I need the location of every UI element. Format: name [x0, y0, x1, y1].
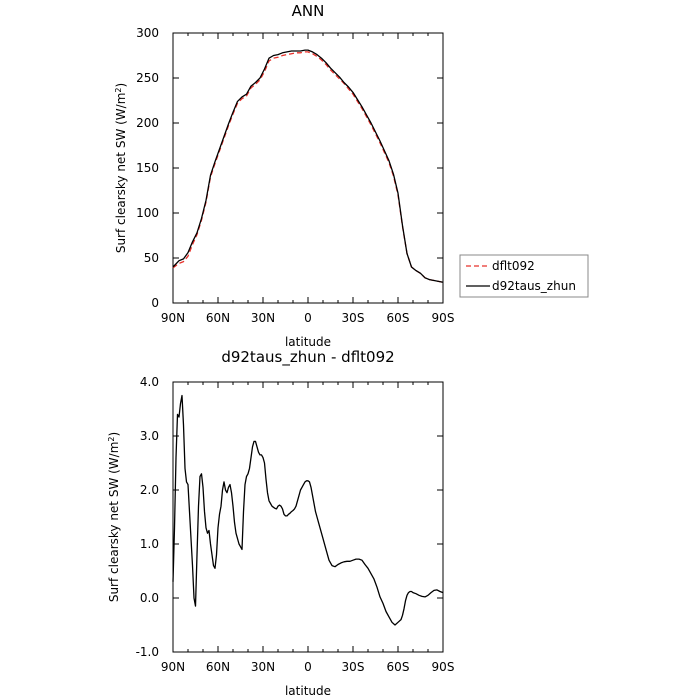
legend-label-dflt092: dflt092	[492, 259, 535, 273]
bottom-plot-frame	[172, 381, 444, 653]
bottom-x-tick-label: 30N	[251, 660, 275, 674]
bottom-x-tick-label: 30S	[342, 660, 365, 674]
top-y-tick-label: 300	[136, 26, 159, 40]
bottom-chart-title: d92taus_zhun - dflt092	[221, 348, 394, 367]
top-x-tick-label: 90N	[161, 311, 185, 325]
bottom-y-tick-label: 1.0	[140, 537, 159, 551]
top-x-tick-label: 60S	[387, 311, 410, 325]
bottom-y-axis-label: Surf clearsky net SW (W/m2)	[107, 432, 122, 602]
bottom-y-tick-label: 4.0	[140, 375, 159, 389]
top-y-tick-label: 0	[151, 296, 159, 310]
top-y-axis-label: Surf clearsky net SW (W/m2)	[114, 83, 129, 253]
top-y-tick-label: 100	[136, 206, 159, 220]
top-y-tick-label: 250	[136, 71, 159, 85]
bottom-chart: d92taus_zhun - dflt092 90N 60N 30N 0 30S 60S 9…	[107, 348, 455, 698]
bottom-x-tick-label: 90N	[161, 660, 185, 674]
bottom-series-line-series-0	[172, 394, 444, 626]
bottom-y-tick-label: 3.0	[140, 429, 159, 443]
top-chart-title: ANN	[292, 2, 325, 20]
top-x-tick-label: 90S	[432, 311, 455, 325]
top-x-tick-label: 30N	[251, 311, 275, 325]
legend-box	[459, 254, 589, 298]
top-y-tick-label: 200	[136, 116, 159, 130]
top-x-tick-label: 0	[304, 311, 312, 325]
top-chart: ANN 90N 60N 30N 0 30S 60S 90S 0 50 100 150 200 250 30…	[114, 2, 589, 349]
top-y-tick-label: 150	[136, 161, 159, 175]
top-chart-legend: dflt092 d92taus_zhun	[459, 254, 589, 298]
top-x-tick-label: 60N	[206, 311, 230, 325]
bottom-x-axis-label: latitude	[285, 684, 331, 698]
top-series-line-d92taus_zhun	[172, 49, 444, 283]
bottom-x-tick-label: 0	[304, 660, 312, 674]
bottom-y-tick-label: 0.0	[140, 591, 159, 605]
bottom-x-tick-label: 90S	[432, 660, 455, 674]
bottom-y-tick-label: 2.0	[140, 483, 159, 497]
top-y-tick-label: 50	[144, 251, 159, 265]
bottom-y-tick-label: -1.0	[136, 645, 159, 659]
legend-label-d92taus_zhun: d92taus_zhun	[492, 279, 576, 293]
top-x-tick-label: 30S	[342, 311, 365, 325]
bottom-x-tick-label: 60S	[387, 660, 410, 674]
top-x-axis-label: latitude	[285, 335, 331, 349]
bottom-x-tick-label: 60N	[206, 660, 230, 674]
